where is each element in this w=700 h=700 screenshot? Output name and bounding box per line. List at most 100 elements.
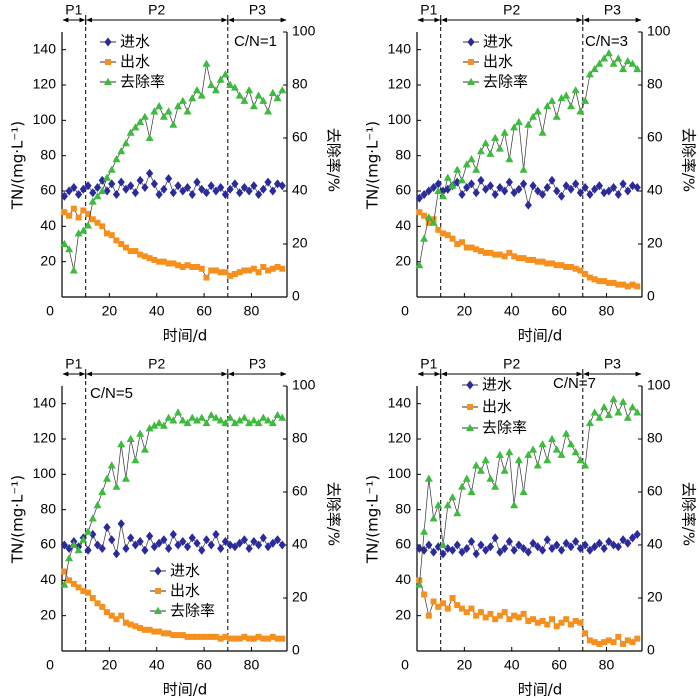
influent-marker xyxy=(259,184,267,194)
effluent-marker xyxy=(241,633,248,640)
removal-rate-marker xyxy=(476,466,485,474)
removal-rate-marker xyxy=(420,234,429,242)
y-tick-label: 140 xyxy=(388,40,412,56)
effluent-marker xyxy=(137,251,144,258)
effluent-marker xyxy=(586,274,593,281)
effluent-marker xyxy=(198,265,205,272)
y2-tick-label: 40 xyxy=(647,536,663,552)
y-tick-label: 120 xyxy=(388,76,412,92)
x-axis-title: 时间/d xyxy=(518,327,563,345)
effluent-marker xyxy=(530,256,537,263)
y-tick-label: 100 xyxy=(388,111,412,127)
removal-rate-marker xyxy=(84,527,93,535)
removal-rate-marker xyxy=(183,107,192,115)
influent-marker xyxy=(591,184,599,194)
removal-rate-marker xyxy=(79,226,88,234)
effluent-marker xyxy=(501,609,508,616)
effluent-marker xyxy=(66,577,73,584)
y-tick-label: 100 xyxy=(388,465,412,481)
removal-rate-marker xyxy=(491,482,500,490)
removal-rate-marker xyxy=(226,80,235,88)
effluent-line xyxy=(419,211,638,287)
removal-rate-marker xyxy=(543,102,552,110)
effluent-marker xyxy=(492,616,499,623)
effluent-marker xyxy=(591,276,598,283)
legend-label: 进水 xyxy=(483,33,513,51)
x-axis-title: 时间/d xyxy=(163,327,208,345)
effluent-marker xyxy=(610,279,617,286)
effluent-marker xyxy=(572,617,579,624)
removal-rate-marker xyxy=(600,54,609,62)
influent-marker xyxy=(155,538,163,548)
effluent-marker xyxy=(444,232,451,239)
removal-rate-marker xyxy=(595,59,604,67)
influent-marker xyxy=(155,190,163,200)
influent-marker xyxy=(534,542,542,552)
influent-marker xyxy=(150,179,158,189)
y-tick-label: 60 xyxy=(395,536,411,552)
removal-rate-marker xyxy=(453,165,462,173)
removal-rate-marker xyxy=(230,418,239,427)
removal-rate-marker xyxy=(495,450,504,458)
effluent-marker xyxy=(151,256,158,263)
legend-effluent-marker xyxy=(105,59,111,65)
effluent-marker xyxy=(194,263,200,270)
removal-rate-marker xyxy=(60,239,69,247)
effluent-marker xyxy=(525,617,532,624)
removal-rate-marker xyxy=(264,107,273,115)
effluent-marker xyxy=(634,283,641,290)
removal-rate-marker xyxy=(235,416,244,424)
removal-rate-marker xyxy=(216,75,225,83)
effluent-marker xyxy=(151,628,158,635)
chart-panel-4: P1 P2 P3 20 40 60 80 100 120 140 0 20 40 60 80 100 0 20 40… xyxy=(364,356,698,699)
effluent-marker xyxy=(487,249,494,256)
removal-rate-marker xyxy=(524,120,533,128)
influent-marker xyxy=(619,179,627,189)
removal-rate-marker xyxy=(600,403,609,411)
removal-rate-marker xyxy=(633,408,642,416)
removal-rate-marker xyxy=(462,474,471,482)
influent-marker xyxy=(628,181,637,191)
removal-rate-marker xyxy=(150,107,159,115)
removal-rate-marker xyxy=(633,64,642,73)
removal-rate-marker xyxy=(486,474,495,482)
effluent-marker xyxy=(203,274,210,281)
effluent-marker xyxy=(231,271,238,278)
effluent-marker xyxy=(421,591,428,598)
removal-rate-marker xyxy=(126,128,135,136)
influent-marker xyxy=(595,181,603,191)
effluent-marker xyxy=(212,633,219,640)
y-tick-label: 60 xyxy=(40,536,56,552)
removal-rate-marker xyxy=(249,416,258,424)
removal-rate-marker xyxy=(211,86,220,94)
removal-rate-marker xyxy=(500,128,509,136)
y-tick-label: 140 xyxy=(33,40,57,56)
y-tick-label: 140 xyxy=(388,394,412,410)
effluent-marker xyxy=(591,639,598,646)
effluent-marker xyxy=(165,260,172,267)
removal-rate-marker xyxy=(533,107,542,115)
influent-marker xyxy=(510,545,518,555)
influent-marker xyxy=(174,181,182,191)
removal-rate-marker xyxy=(557,94,566,102)
influent-marker xyxy=(633,182,641,192)
influent-marker xyxy=(202,188,211,198)
effluent-marker xyxy=(260,635,267,642)
removal-rate-marker xyxy=(628,403,637,411)
effluent-marker xyxy=(222,633,229,640)
effluent-marker xyxy=(274,263,281,270)
legend-label: 出水 xyxy=(483,53,513,71)
removal-rate-marker xyxy=(576,107,585,115)
y2-tick-label: 80 xyxy=(647,430,663,446)
influent-marker xyxy=(538,190,547,200)
removal-rate-marker xyxy=(178,96,187,104)
legend-effluent-marker xyxy=(155,588,161,594)
legend-item-effluent: 出水 xyxy=(100,53,150,71)
influent-marker xyxy=(236,538,244,548)
effluent-marker xyxy=(104,609,110,616)
removal-rate-marker xyxy=(552,112,561,120)
removal-rate-marker xyxy=(529,112,538,120)
removal-rate-marker xyxy=(254,418,263,427)
removal-rate-marker xyxy=(467,487,476,495)
influent-marker xyxy=(245,186,253,196)
